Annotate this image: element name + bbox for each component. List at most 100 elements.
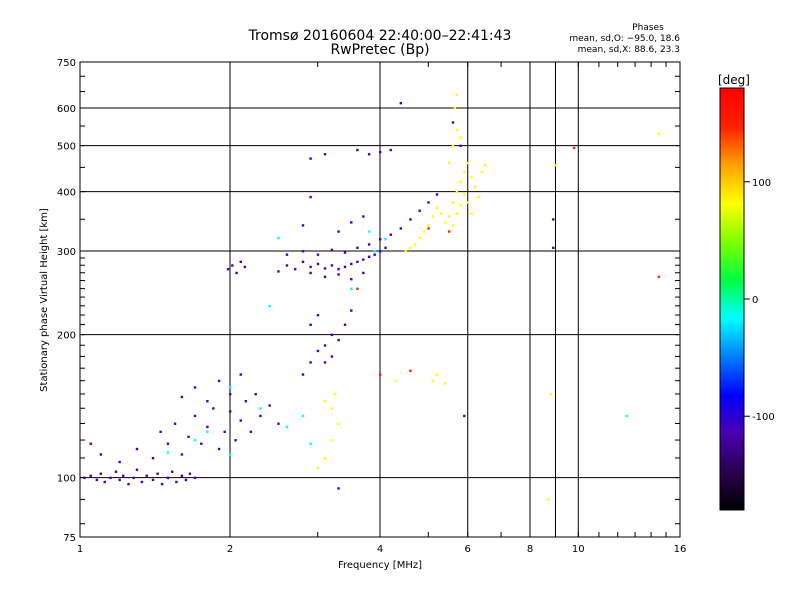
data-point [463,171,466,174]
data-point [431,215,434,218]
data-point [330,333,334,337]
data-point [418,236,421,240]
plot-area [79,61,681,538]
data-point [309,157,312,160]
data-point [188,472,192,475]
data-point [459,136,462,139]
data-point [277,422,280,425]
data-point [323,361,327,364]
phase-info-x: mean, sd,X: 88.6, 23.3 [578,45,680,55]
data-point [455,212,459,215]
data-point [193,386,197,389]
data-point [473,185,477,188]
data-point [480,171,484,174]
data-point [484,164,487,167]
y-tick-label: 100 [57,474,76,485]
data-point [140,480,144,484]
data-point [447,161,451,165]
data-point [552,218,555,221]
data-point [413,243,417,246]
data-point [200,442,203,445]
data-point [409,369,412,373]
data-point [229,386,232,389]
data-point [356,260,359,264]
data-point [427,201,430,204]
data-point [180,395,184,399]
data-point [234,439,237,442]
data-point [206,425,209,429]
data-point [343,265,347,269]
data-point [455,93,459,97]
data-point [156,472,159,475]
data-point [356,287,359,291]
data-point [466,201,470,204]
chart-subtitle: RwPretec (Bp) [330,42,429,58]
data-point [657,132,661,136]
data-point [175,480,178,484]
data-point [83,476,86,480]
data-point [451,201,455,204]
data-point [226,267,230,271]
data-point [193,439,197,442]
data-point [193,414,197,418]
data-point [249,430,253,434]
data-point [301,373,305,376]
data-point [367,230,371,233]
data-point [431,379,434,383]
data-point [118,460,121,464]
colorbar-ticks: 100 0 -100 [744,178,775,423]
data-point [206,430,209,434]
data-point [268,304,271,308]
data-point [337,422,340,425]
data-point [151,456,155,460]
x-axis-label: Frequency [MHz] [338,560,422,571]
data-point [337,267,340,271]
data-point [404,250,407,253]
chart-title: Tromsø 20160604 22:40:00–22:41:43 [248,28,512,44]
colorbar-label: [deg] [718,73,750,87]
data-point [337,230,340,233]
y-tick-label: 300 [57,247,76,258]
data-point [235,271,238,275]
data-point [89,474,92,478]
data-point [330,355,334,358]
data-point [109,476,112,480]
x-tick-labels: 1 2 4 6 8 10 16 [77,544,687,555]
data-point [399,101,403,105]
data-point [268,404,271,407]
data-point [166,451,170,454]
data-point [439,212,443,215]
data-point [217,379,221,383]
data-point [254,393,257,396]
grid-lines [80,62,680,537]
data-point [132,476,135,480]
data-point [285,264,289,267]
data-point [277,236,280,240]
data-point [229,393,232,396]
data-point [166,442,170,445]
data-point [337,273,340,276]
colorbar-tick-label: -100 [752,412,775,423]
data-point [373,253,376,256]
data-point [151,478,155,482]
data-point [367,255,371,258]
data-point [114,470,118,473]
data-point [367,243,371,246]
data-point [463,193,466,196]
data-point [427,227,430,230]
data-point [259,407,262,410]
data-point [470,212,473,215]
colorbar-gradient [719,87,745,511]
data-point [418,209,421,212]
data-point [379,150,382,154]
data-point [379,250,382,253]
data-point [259,414,262,418]
data-point [384,246,387,250]
y-axis-label: Stationary phase Virtual Height [km] [39,208,50,392]
data-point [356,148,359,152]
data-point [459,180,462,184]
data-point [466,161,470,165]
phase-info-o: mean, sd,O: −95.0, 18.6 [569,34,680,44]
data-point [443,221,447,224]
data-point [459,144,462,148]
